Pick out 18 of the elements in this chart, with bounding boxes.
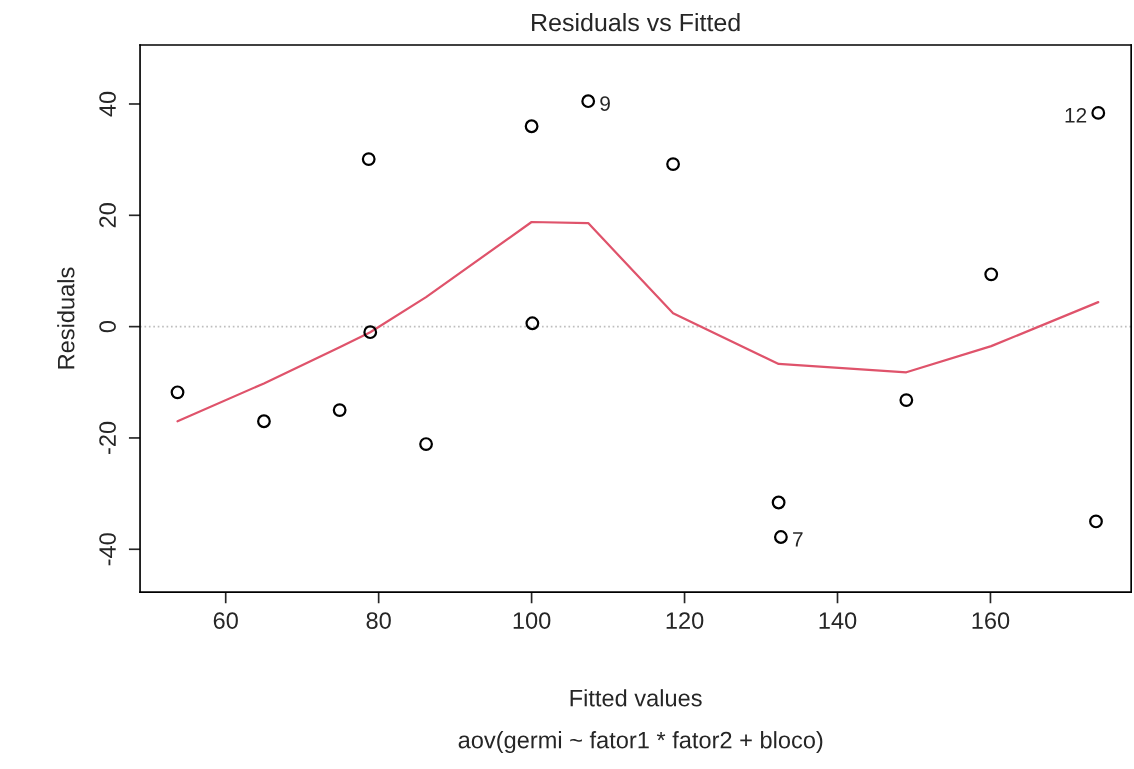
x-axis-title: Fitted values [570, 689, 702, 707]
y-tick-label: 40 [99, 91, 116, 117]
x-tick-label: 100 [513, 612, 551, 629]
chart-title: Residuals vs Fitted [532, 12, 740, 32]
x-tick-label: 140 [819, 612, 857, 629]
y-tick-label: 20 [99, 203, 116, 228]
y-tick-label: 0 [99, 320, 116, 333]
annotation: 7 [793, 532, 803, 547]
annotation: 12 [1065, 107, 1087, 123]
annotation: 9 [600, 96, 610, 111]
x-tick-label: 60 [213, 612, 238, 629]
x-tick-label: 120 [666, 612, 704, 629]
x-tick-label: 160 [972, 612, 1010, 629]
text: aov(germi ~ fator1 * fator2 + bloco) [458, 731, 823, 754]
x-tick-label: 80 [366, 612, 391, 629]
y-axis-title: Residuals [57, 267, 75, 369]
y-tick-label: -40 [99, 533, 116, 566]
y-tick-label: -20 [99, 421, 116, 454]
